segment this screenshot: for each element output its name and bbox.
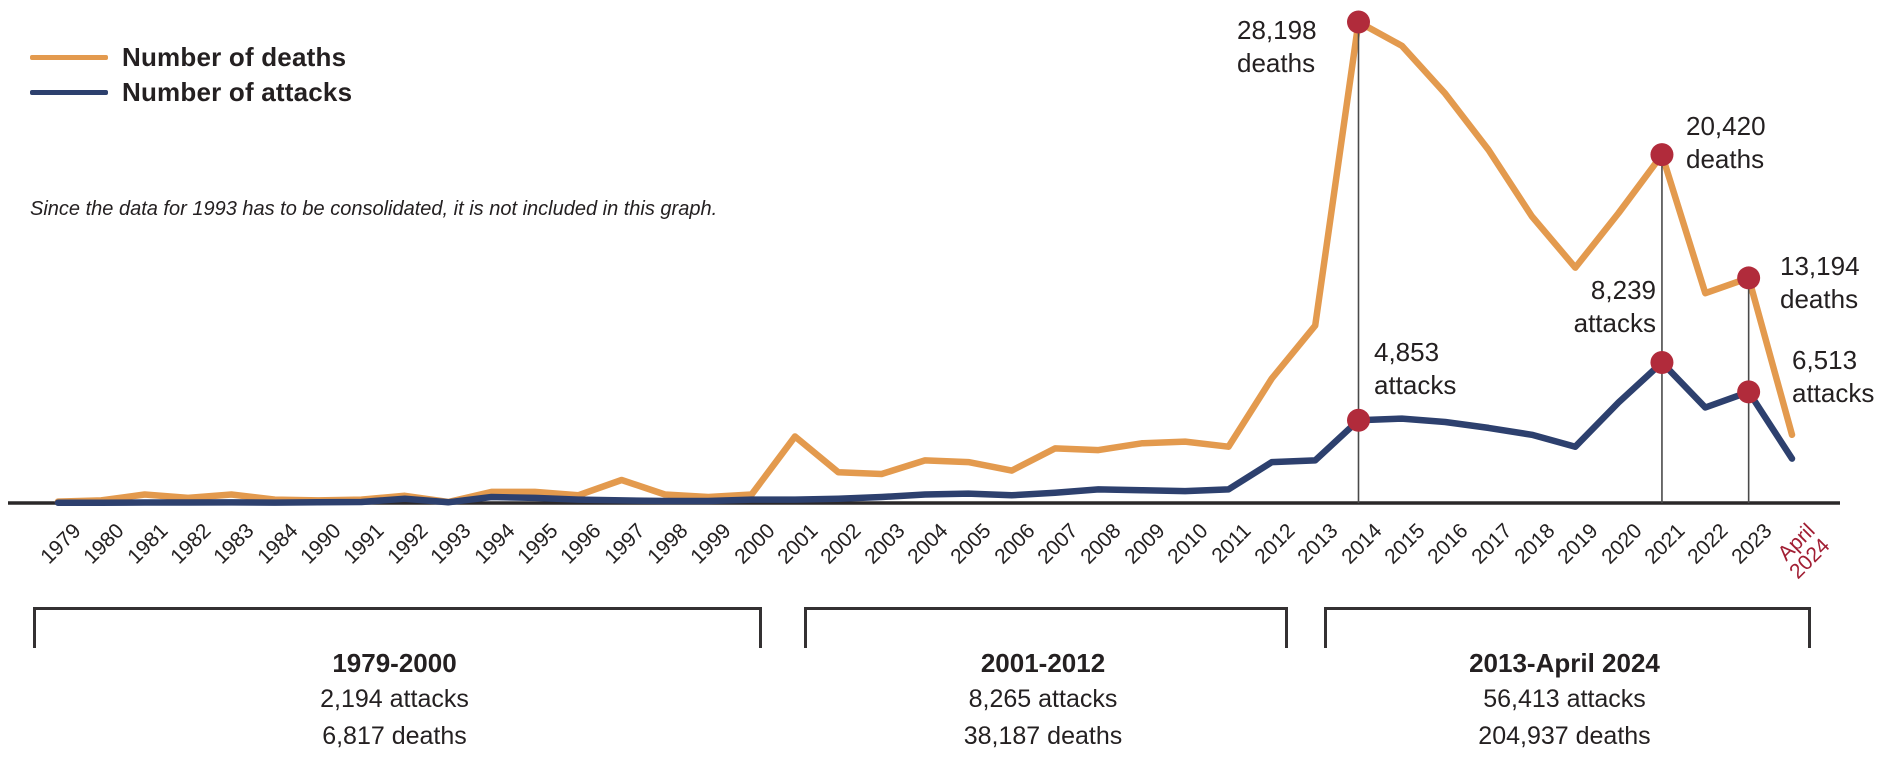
annotation-2023-attacks: 6,513 attacks — [1792, 344, 1874, 410]
legend: Number of deaths Number of attacks — [30, 40, 352, 110]
annotation-unit: attacks — [1573, 308, 1656, 338]
annotation-value: 6,513 — [1792, 345, 1858, 375]
period-attacks-total: 56,413 attacks — [1483, 685, 1646, 713]
annotation-2014-attacks: 4,853 attacks — [1374, 336, 1456, 402]
legend-attacks-label: Number of attacks — [122, 77, 353, 107]
footnote-line-2: consolidated, it is not included in this… — [330, 198, 718, 220]
annotation-2023-deaths: 13,194 deaths — [1780, 250, 1860, 316]
marker-2023-attacks — [1737, 380, 1761, 404]
marker-2023-deaths — [1737, 266, 1761, 290]
period-deaths-total: 6,817 deaths — [322, 722, 467, 750]
period-summary-2001-2012: 2001-2012 8,265 attacks 38,187 deaths — [793, 645, 1293, 755]
period-range: 1979-2000 — [332, 648, 457, 678]
annotation-unit: attacks — [1374, 370, 1457, 400]
marker-2014-attacks — [1347, 408, 1370, 432]
attacks-line — [54, 359, 1796, 506]
attacks-line-swatch — [30, 90, 108, 95]
marker-2014-deaths — [1347, 10, 1370, 34]
marker-2021-deaths — [1650, 143, 1674, 167]
period-bracket-1979-2000 — [33, 607, 762, 648]
annotation-2021-deaths: 20,420 deaths — [1686, 110, 1766, 176]
annotation-value: 8,239 — [1590, 275, 1656, 305]
legend-row-attacks: Number of attacks — [30, 75, 352, 110]
annotation-value: 28,198 — [1237, 15, 1317, 45]
legend-deaths-label: Number of deaths — [122, 42, 347, 72]
annotation-value: 20,420 — [1686, 111, 1766, 141]
deaths-line-swatch — [30, 55, 108, 60]
period-deaths-total: 204,937 deaths — [1478, 722, 1651, 750]
annotation-2021-attacks: 8,239 attacks — [1574, 274, 1656, 340]
annotation-2014-deaths: 28,198 deaths — [1237, 14, 1317, 80]
footnote-1993: Since the data for 1993 has to be consol… — [30, 196, 717, 222]
period-bracket-2001-2012 — [804, 607, 1288, 648]
legend-row-deaths: Number of deaths — [30, 40, 352, 75]
period-attacks-total: 8,265 attacks — [968, 685, 1118, 713]
marker-2021-attacks — [1650, 350, 1674, 374]
annotation-value: 13,194 — [1780, 251, 1860, 281]
period-attacks-total: 2,194 attacks — [320, 685, 469, 713]
period-summary-2013-April 2024: 2013-April 2024 56,413 attacks 204,937 dea… — [1315, 645, 1815, 755]
period-summary-1979-2000: 1979-2000 2,194 attacks 6,817 deaths — [145, 645, 645, 755]
footnote-line-1: Since the data for 1993 has to be — [30, 198, 325, 220]
annotation-unit: deaths — [1780, 284, 1859, 314]
annotation-unit: deaths — [1237, 48, 1316, 78]
period-bracket-2013-April 2024 — [1324, 607, 1811, 648]
period-range: 2001-2012 — [980, 648, 1106, 678]
period-range: 2013-April 2024 — [1469, 648, 1660, 678]
annotation-unit: deaths — [1686, 144, 1765, 174]
period-deaths-total: 38,187 deaths — [963, 722, 1123, 750]
annotation-unit: attacks — [1792, 378, 1875, 408]
annotation-value: 4,853 — [1374, 337, 1440, 367]
